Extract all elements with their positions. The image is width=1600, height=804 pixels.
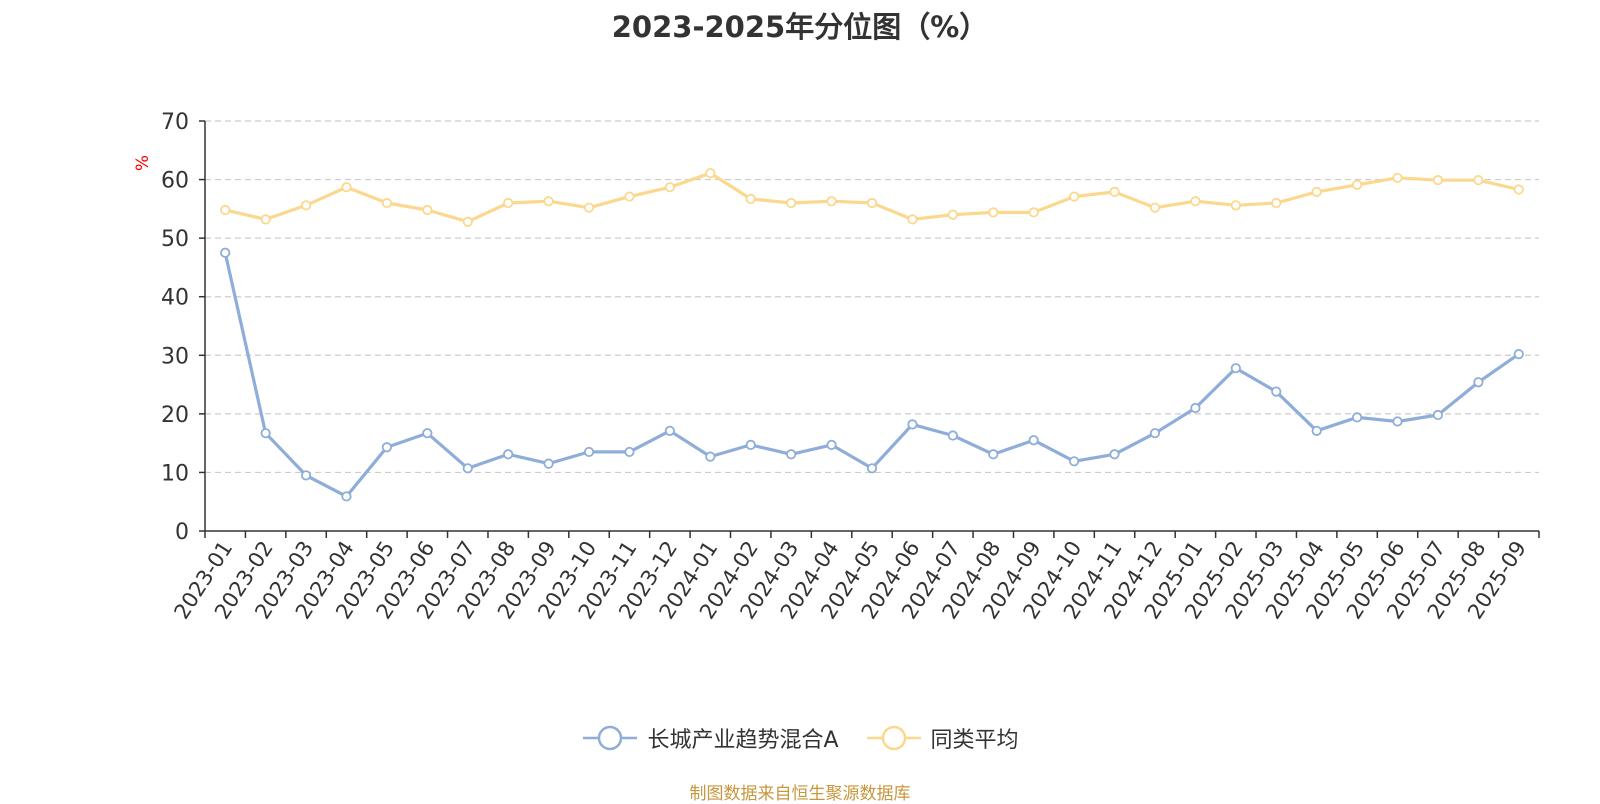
y-tick-label: 0: [175, 520, 189, 545]
data-point[interactable]: [1109, 186, 1120, 197]
data-point[interactable]: [1069, 456, 1080, 467]
data-point[interactable]: [381, 197, 393, 209]
y-tick-label: 10: [161, 461, 189, 486]
data-point[interactable]: [1109, 449, 1120, 460]
data-point[interactable]: [1190, 196, 1201, 207]
data-point[interactable]: [260, 214, 271, 225]
data-point[interactable]: [300, 200, 312, 211]
data-point[interactable]: [1311, 186, 1322, 197]
data-point[interactable]: [1271, 386, 1282, 397]
series-line-1: [224, 171, 1520, 224]
data-point[interactable]: [624, 446, 635, 458]
y-tick-label: 60: [161, 169, 189, 194]
data-point[interactable]: [462, 216, 473, 227]
data-point[interactable]: [422, 428, 433, 439]
data-point[interactable]: [543, 458, 554, 469]
data-point[interactable]: [1513, 184, 1524, 195]
data-point[interactable]: [624, 191, 635, 202]
series-lines: [223, 171, 1520, 498]
data-point[interactable]: [664, 182, 675, 193]
data-point[interactable]: [1432, 175, 1444, 186]
legend-item-fund[interactable]: 长城产业趋势混合A: [581, 722, 839, 754]
data-point[interactable]: [988, 449, 999, 460]
y-tick-label: 30: [161, 344, 189, 369]
data-point[interactable]: [1230, 363, 1241, 374]
data-point[interactable]: [1311, 425, 1322, 436]
line-chart: 0102030405060702023-012023-022023-032023…: [133, 110, 1540, 623]
data-point[interactable]: [381, 442, 393, 453]
data-source-note: 制图数据来自恒生聚源数据库: [689, 784, 911, 804]
legend-item-average[interactable]: 同类平均: [865, 722, 1019, 754]
data-point[interactable]: [1473, 175, 1484, 186]
chart-title: 2023-2025年分位图（%）: [611, 10, 989, 44]
legend-swatch-average-icon: [866, 725, 921, 751]
data-point[interactable]: [947, 430, 958, 441]
data-point[interactable]: [583, 202, 595, 213]
data-point[interactable]: [583, 446, 595, 458]
data-point[interactable]: [1028, 207, 1039, 218]
data-point[interactable]: [786, 197, 797, 209]
data-point[interactable]: [1513, 349, 1524, 360]
data-point[interactable]: [786, 449, 797, 460]
data-point[interactable]: [1473, 377, 1484, 388]
axes: 0102030405060702023-012023-022023-032023…: [161, 110, 1540, 623]
data-point[interactable]: [1190, 402, 1201, 414]
data-point[interactable]: [1432, 409, 1444, 421]
data-point[interactable]: [1230, 200, 1241, 211]
data-point[interactable]: [745, 439, 756, 450]
data-point[interactable]: [220, 204, 231, 216]
data-point[interactable]: [341, 182, 352, 193]
data-point[interactable]: [1351, 179, 1363, 190]
data-point[interactable]: [260, 428, 271, 439]
data-point[interactable]: [1351, 412, 1363, 423]
data-point[interactable]: [543, 196, 554, 207]
legend-label-fund: 长城产业趋势混合A: [647, 728, 839, 753]
data-point[interactable]: [1271, 197, 1282, 209]
data-point[interactable]: [341, 491, 352, 502]
data-point[interactable]: [503, 449, 514, 460]
data-point[interactable]: [1028, 435, 1039, 446]
data-point[interactable]: [503, 197, 514, 209]
data-point[interactable]: [988, 207, 999, 218]
y-tick-label: 20: [161, 403, 189, 428]
y-tick-label: 70: [161, 110, 189, 135]
data-point[interactable]: [826, 439, 837, 450]
data-point[interactable]: [705, 451, 716, 462]
data-point[interactable]: [705, 168, 716, 179]
data-point[interactable]: [866, 197, 878, 209]
legend-label-average: 同类平均: [930, 728, 1019, 753]
data-point[interactable]: [907, 419, 918, 430]
data-point[interactable]: [1149, 428, 1161, 439]
data-point[interactable]: [664, 425, 675, 436]
data-point[interactable]: [866, 463, 878, 474]
data-point[interactable]: [1392, 172, 1403, 183]
y-tick-label: 50: [161, 227, 189, 252]
data-point[interactable]: [422, 204, 433, 216]
legend-swatch-fund-icon: [583, 725, 638, 751]
series-points: [220, 168, 1524, 502]
data-point[interactable]: [907, 214, 918, 225]
data-point[interactable]: [1392, 416, 1403, 427]
y-tick-label: 40: [161, 286, 189, 311]
legend: 长城产业趋势混合A 同类平均: [0, 722, 1600, 754]
data-point[interactable]: [1069, 191, 1080, 202]
data-point[interactable]: [1149, 202, 1161, 213]
gridlines: [205, 120, 1539, 474]
data-point[interactable]: [947, 209, 958, 220]
data-point[interactable]: [220, 247, 231, 258]
data-point[interactable]: [745, 193, 756, 204]
data-point[interactable]: [826, 196, 837, 207]
y-axis-label: %: [133, 155, 153, 171]
series-line-0: [223, 252, 1520, 498]
data-point[interactable]: [462, 463, 473, 474]
data-point[interactable]: [300, 470, 312, 481]
